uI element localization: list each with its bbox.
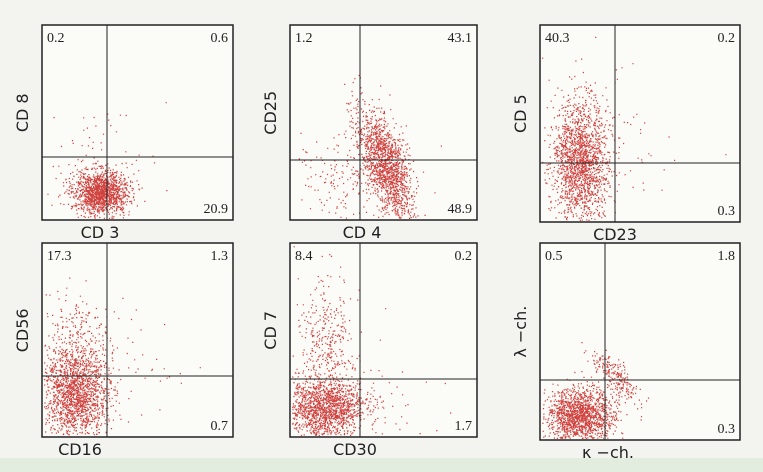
bottom-strip [0, 458, 763, 472]
x-axis-label: CD16 [58, 440, 102, 459]
quadrant-value: 0.3 [718, 422, 736, 437]
quadrant-value: 43.1 [448, 31, 473, 46]
y-axis-label: CD25 [261, 91, 280, 135]
x-axis-label: CD 3 [81, 223, 120, 242]
dot-cloud [542, 342, 650, 440]
quadrant-value: 0.6 [211, 31, 229, 46]
quadrant-value: 1.8 [718, 249, 736, 264]
quadrant-value: 17.3 [47, 249, 72, 264]
dot-cloud [47, 102, 168, 219]
dot-cloud [292, 246, 452, 437]
y-axis-label: CD56 [13, 308, 32, 352]
quadrant-value: 0.7 [211, 419, 229, 434]
x-axis-label: CD23 [593, 225, 637, 244]
dot-cloud [542, 36, 727, 221]
x-axis-label: κ −ch. [582, 443, 634, 462]
quadrant-value: 8.4 [295, 249, 313, 264]
y-axis-label: CD 7 [261, 311, 280, 350]
y-axis-label: CD 5 [511, 94, 530, 133]
plot-frame [289, 242, 478, 438]
x-axis-label: CD 4 [343, 223, 382, 242]
quadrant-value: 40.3 [545, 31, 570, 46]
quadrant-value: 1.3 [211, 249, 229, 264]
y-axis-label: CD 8 [13, 93, 32, 132]
quadrant-value: 0.2 [47, 31, 65, 46]
quadrant-value: 48.9 [448, 202, 473, 217]
dot-cloud [44, 277, 201, 436]
quadrant-value: 20.9 [204, 202, 229, 217]
quadrant-value: 1.7 [455, 419, 473, 434]
quadrant-value: 0.3 [718, 204, 736, 219]
quadrant-value: 1.2 [295, 31, 313, 46]
plot-frame [41, 24, 234, 221]
quadrant-value: 0.2 [455, 249, 473, 264]
quadrant-value: 0.5 [545, 249, 563, 264]
plot-frame [539, 24, 741, 223]
y-axis-label: λ −ch. [511, 306, 530, 358]
quadrant-value: 0.2 [718, 31, 736, 46]
x-axis-label: CD30 [333, 440, 377, 459]
dot-cloud [298, 74, 442, 220]
